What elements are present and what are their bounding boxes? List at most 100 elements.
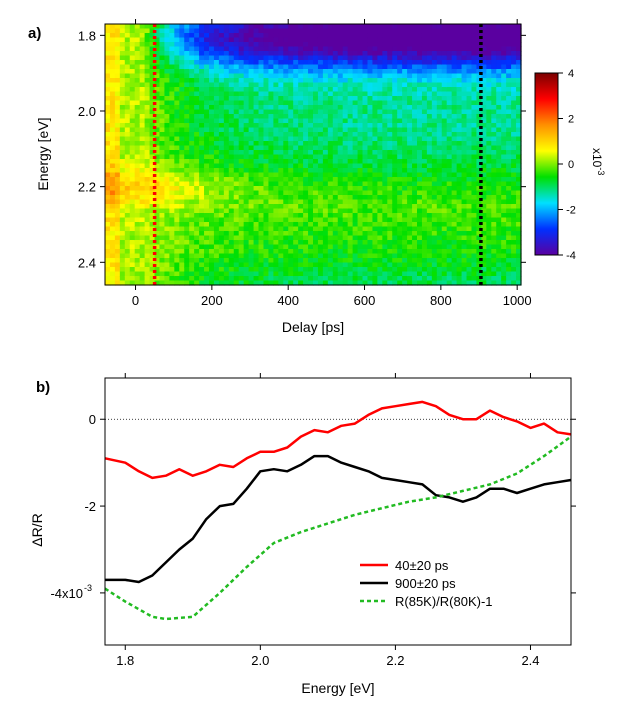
heatmap-cell bbox=[283, 51, 289, 57]
heatmap-cell bbox=[288, 145, 294, 151]
heatmap-cell bbox=[184, 235, 190, 241]
heatmap-cell bbox=[124, 204, 131, 210]
heatmap-cell bbox=[491, 244, 497, 250]
heatmap-cell bbox=[109, 186, 116, 192]
heatmap-cell bbox=[461, 118, 468, 124]
heatmap-cell bbox=[461, 159, 468, 165]
heatmap-cell bbox=[407, 271, 413, 277]
heatmap-cell bbox=[412, 127, 418, 133]
heatmap-cell bbox=[417, 118, 423, 124]
heatmap-cell bbox=[154, 235, 161, 241]
heatmap-cell bbox=[421, 163, 428, 169]
heatmap-cell bbox=[362, 217, 369, 223]
heatmap-cell bbox=[417, 69, 423, 75]
heatmap-cell bbox=[308, 64, 314, 70]
heatmap-cell bbox=[114, 91, 121, 97]
heatmap-cell bbox=[362, 64, 369, 70]
heatmap-cell bbox=[273, 181, 279, 187]
heatmap-cell bbox=[139, 240, 146, 246]
heatmap-cell bbox=[109, 100, 116, 106]
heatmap-cell bbox=[317, 249, 324, 255]
heatmap-cell bbox=[313, 118, 319, 124]
heatmap-cell bbox=[392, 141, 398, 147]
heatmap-cell bbox=[278, 249, 284, 255]
heatmap-cell bbox=[456, 105, 463, 111]
heatmap-cell bbox=[119, 204, 126, 210]
heatmap-cell bbox=[446, 100, 453, 106]
heatmap-cell bbox=[129, 78, 136, 84]
heatmap-cell bbox=[228, 123, 235, 129]
heatmap-cell bbox=[332, 127, 339, 133]
heatmap-cell bbox=[129, 114, 136, 120]
heatmap-cell bbox=[149, 213, 156, 219]
heatmap-cell bbox=[496, 114, 502, 120]
heatmap-cell bbox=[377, 69, 383, 75]
heatmap-cell bbox=[164, 55, 170, 61]
heatmap-cell bbox=[288, 222, 294, 228]
heatmap-cell bbox=[392, 240, 398, 246]
heatmap-cell bbox=[412, 231, 418, 237]
heatmap-cell bbox=[486, 253, 492, 259]
heatmap-cell bbox=[382, 163, 388, 169]
heatmap-cell bbox=[426, 78, 433, 84]
heatmap-cell bbox=[347, 100, 354, 106]
heatmap-cell bbox=[288, 69, 294, 75]
heatmap-cell bbox=[431, 69, 438, 75]
heatmap-cell bbox=[149, 258, 156, 264]
heatmap-cell bbox=[109, 213, 116, 219]
heatmap-cell bbox=[134, 78, 141, 84]
heatmap-cell bbox=[511, 271, 517, 277]
heatmap-cell bbox=[461, 73, 468, 79]
heatmap-cell bbox=[516, 249, 522, 255]
heatmap-cell bbox=[169, 82, 175, 88]
heatmap-cell bbox=[204, 213, 210, 219]
heatmap-cell bbox=[426, 271, 433, 277]
heatmap-cell bbox=[347, 60, 354, 66]
heatmap-cell bbox=[421, 217, 428, 223]
heatmap-cell bbox=[392, 249, 398, 255]
heatmap-cell bbox=[506, 73, 512, 79]
heatmap-cell bbox=[347, 132, 354, 138]
heatmap-cell bbox=[119, 127, 126, 133]
heatmap-cell bbox=[209, 249, 215, 255]
heatmap-cell bbox=[258, 87, 265, 93]
heatmap-cell bbox=[149, 172, 156, 178]
heatmap-cell bbox=[431, 244, 438, 250]
heatmap-cell bbox=[189, 226, 195, 232]
heatmap-cell bbox=[194, 222, 200, 228]
heatmap-cell bbox=[471, 177, 478, 183]
heatmap-cell bbox=[313, 271, 319, 277]
heatmap-cell bbox=[238, 240, 245, 246]
heatmap-cell bbox=[436, 154, 443, 160]
heatmap-cell bbox=[134, 159, 141, 165]
heatmap-cell bbox=[461, 100, 468, 106]
heatmap-cell bbox=[253, 55, 260, 61]
heatmap-cell bbox=[496, 217, 502, 223]
heatmap-cell bbox=[322, 96, 329, 102]
heatmap-cell bbox=[451, 240, 458, 246]
heatmap-cell bbox=[382, 123, 388, 129]
heatmap-cell bbox=[357, 42, 364, 48]
heatmap-cell bbox=[342, 240, 349, 246]
heatmap-cell bbox=[327, 69, 334, 75]
heatmap-cell bbox=[263, 132, 270, 138]
heatmap-cell bbox=[412, 168, 418, 174]
heatmap-cell bbox=[412, 136, 418, 142]
heatmap-cell bbox=[268, 24, 274, 30]
heatmap-cell bbox=[347, 217, 354, 223]
heatmap-cell bbox=[238, 33, 245, 39]
heatmap-cell bbox=[228, 258, 235, 264]
heatmap-cell bbox=[194, 195, 200, 201]
heatmap-cell bbox=[481, 82, 487, 88]
heatmap-cell bbox=[139, 105, 146, 111]
heatmap-cell bbox=[322, 87, 329, 93]
heatmap-cell bbox=[258, 154, 265, 160]
heatmap-cell bbox=[456, 226, 463, 232]
heatmap-cell bbox=[317, 262, 324, 268]
heatmap-cell bbox=[367, 114, 374, 120]
heatmap-cell bbox=[342, 226, 349, 232]
heatmap-cell bbox=[421, 235, 428, 241]
heatmap-cell bbox=[298, 46, 304, 52]
heatmap-cell bbox=[283, 186, 289, 192]
heatmap-cell bbox=[278, 177, 284, 183]
